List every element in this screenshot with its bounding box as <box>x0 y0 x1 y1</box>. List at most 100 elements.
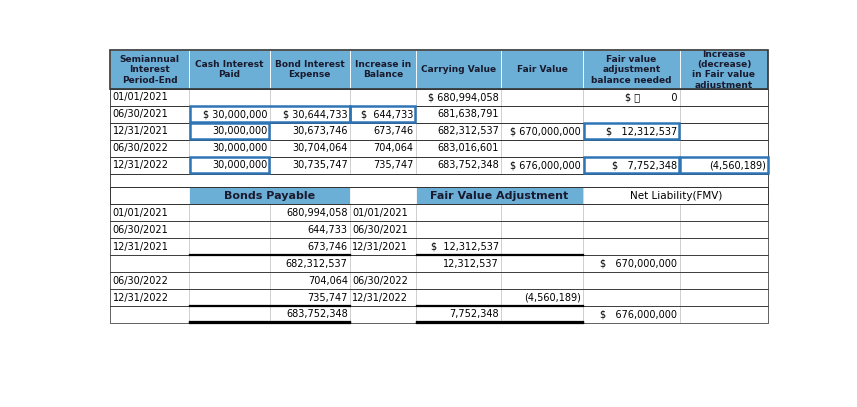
Bar <box>270 238 350 255</box>
Text: 682,312,537: 682,312,537 <box>286 259 348 269</box>
Bar <box>501 50 584 89</box>
Text: Increase
(decrease)
in Fair value
adjustment: Increase (decrease) in Fair value adjust… <box>692 50 756 90</box>
Bar <box>270 289 350 306</box>
Bar <box>111 157 189 173</box>
Bar <box>111 306 189 323</box>
Bar <box>111 140 768 157</box>
Text: 735,747: 735,747 <box>308 293 348 302</box>
Text: 30,704,064: 30,704,064 <box>292 143 348 153</box>
Text: Fair value
adjustment
balance needed: Fair value adjustment balance needed <box>591 55 672 85</box>
Bar <box>111 238 189 255</box>
Text: $   12,312,537: $ 12,312,537 <box>606 126 677 136</box>
Bar <box>350 221 416 238</box>
Text: 12/31/2021: 12/31/2021 <box>112 126 169 136</box>
Text: Bond Interest
Expense: Bond Interest Expense <box>275 60 345 79</box>
Bar <box>270 89 350 106</box>
Text: 06/30/2021: 06/30/2021 <box>352 225 408 235</box>
Bar <box>680 123 768 140</box>
Bar <box>584 238 680 255</box>
Bar <box>501 140 584 157</box>
Bar <box>270 140 350 157</box>
Bar <box>111 106 768 123</box>
Bar <box>270 204 350 221</box>
Bar <box>584 204 680 221</box>
Bar <box>351 106 416 123</box>
Bar <box>189 204 270 221</box>
Bar <box>501 204 584 221</box>
Bar <box>111 255 189 272</box>
Text: 06/30/2021: 06/30/2021 <box>112 225 168 235</box>
Bar <box>416 123 501 140</box>
Bar <box>111 221 189 238</box>
Bar <box>189 50 270 89</box>
Text: 30,673,746: 30,673,746 <box>292 126 348 136</box>
Bar <box>680 157 768 173</box>
Bar <box>680 221 768 238</box>
Bar <box>111 188 189 204</box>
Text: 06/30/2022: 06/30/2022 <box>112 276 169 286</box>
Text: $   7,752,348: $ 7,752,348 <box>612 160 677 170</box>
Bar <box>501 89 584 106</box>
Bar <box>111 289 189 306</box>
Bar <box>111 123 189 140</box>
Bar <box>111 238 768 255</box>
Bar <box>584 255 680 272</box>
Bar <box>680 157 768 173</box>
Bar <box>416 238 501 255</box>
Bar <box>584 123 680 139</box>
Bar <box>350 157 416 173</box>
Text: 681,638,791: 681,638,791 <box>438 109 499 119</box>
Text: (4,560,189): (4,560,189) <box>709 160 766 170</box>
Bar <box>350 140 416 157</box>
Bar <box>270 188 350 204</box>
Bar <box>584 188 768 204</box>
Bar <box>189 157 269 173</box>
Bar <box>501 255 584 272</box>
Text: 01/01/2021: 01/01/2021 <box>112 208 168 218</box>
Bar <box>350 238 416 255</box>
Text: 01/01/2021: 01/01/2021 <box>112 92 168 102</box>
Bar <box>584 221 680 238</box>
Bar <box>416 272 501 289</box>
Text: $  12,312,537: $ 12,312,537 <box>431 242 499 252</box>
Text: $   670,000,000: $ 670,000,000 <box>601 259 677 269</box>
Bar <box>416 306 501 323</box>
Text: 06/30/2021: 06/30/2021 <box>112 109 168 119</box>
Text: 12/31/2022: 12/31/2022 <box>112 160 169 170</box>
Text: Increase in
Balance: Increase in Balance <box>355 60 411 79</box>
Bar <box>111 306 768 323</box>
Text: (4,560,189): (4,560,189) <box>524 293 581 302</box>
Bar <box>111 157 768 173</box>
Bar <box>350 289 416 306</box>
Text: Semiannual
Interest
Period-End: Semiannual Interest Period-End <box>120 55 180 85</box>
Bar <box>416 89 501 106</box>
Bar <box>584 289 680 306</box>
Bar <box>111 188 768 204</box>
Text: 683,016,601: 683,016,601 <box>438 143 499 153</box>
Text: $   676,000,000: $ 676,000,000 <box>601 309 677 319</box>
Bar <box>189 306 270 323</box>
Bar <box>584 89 680 106</box>
Bar <box>501 221 584 238</box>
Bar <box>501 238 584 255</box>
Text: 12/31/2022: 12/31/2022 <box>352 293 408 302</box>
Bar <box>111 50 768 89</box>
Bar <box>416 188 584 204</box>
Bar <box>680 188 768 204</box>
Text: 680,994,058: 680,994,058 <box>286 208 348 218</box>
Bar <box>350 255 416 272</box>
Bar <box>501 123 584 140</box>
Bar <box>680 50 768 89</box>
Bar <box>270 272 350 289</box>
Text: Bonds Payable: Bonds Payable <box>224 191 315 201</box>
Text: 12/31/2021: 12/31/2021 <box>112 242 169 252</box>
Bar <box>111 89 768 106</box>
Bar <box>584 188 680 204</box>
Bar <box>680 106 768 123</box>
Bar <box>416 289 501 306</box>
Bar <box>111 272 189 289</box>
Bar <box>680 204 768 221</box>
Text: Carrying Value: Carrying Value <box>421 65 496 74</box>
Bar <box>189 140 270 157</box>
Text: 30,000,000: 30,000,000 <box>212 143 267 153</box>
